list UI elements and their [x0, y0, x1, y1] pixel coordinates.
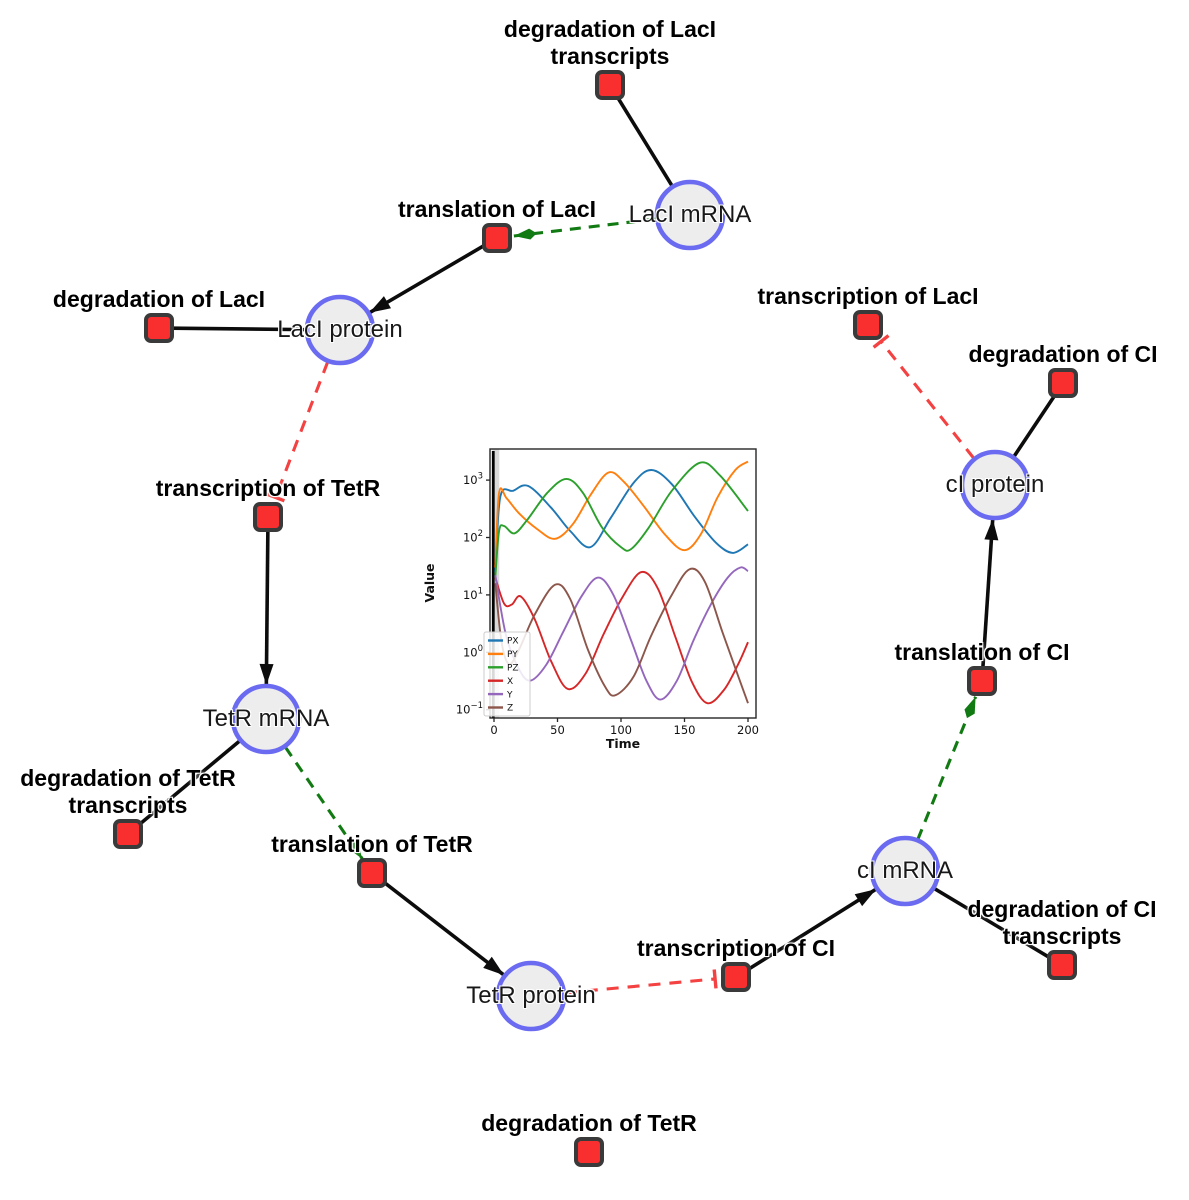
edge-tetr_protein-txn_ci [564, 969, 718, 995]
reaction-node-deg_laci_tx[interactable] [595, 70, 625, 100]
edge-ci_protein-deg_ci [1012, 392, 1058, 458]
edge-transl_tetr-tetr_protein [381, 879, 506, 977]
edge-laci_mrna-transl_laci [513, 217, 657, 240]
species-node-tetr_protein[interactable] [495, 960, 567, 1032]
edge-tetr_mrna-transl_tetr [284, 746, 364, 860]
reaction-node-deg_laci[interactable] [144, 313, 174, 343]
arrowhead-icon [483, 956, 505, 976]
reaction-node-transl_laci[interactable] [482, 223, 512, 253]
edge-transl_laci-laci_protein [368, 243, 487, 315]
species-node-laci_protein[interactable] [304, 294, 376, 366]
reaction-node-deg_tetr[interactable] [574, 1137, 604, 1167]
edge-ci_protein-txn_laci [872, 334, 976, 460]
species-node-laci_mrna[interactable] [654, 179, 726, 251]
reaction-node-deg_ci_tx[interactable] [1047, 950, 1077, 980]
reaction-node-deg_ci[interactable] [1048, 368, 1078, 398]
edge-transl_ci-ci_protein [981, 518, 999, 669]
edge-laci_protein-txn_tetr [266, 361, 330, 503]
inhibition-tbar-icon [266, 492, 286, 503]
activation-arrowhead-icon [964, 696, 976, 719]
edge-txn_ci-ci_mrna [746, 887, 878, 972]
species-node-ci_mrna[interactable] [869, 835, 941, 907]
arrowhead-icon [259, 663, 274, 686]
reaction-node-transl_tetr[interactable] [357, 858, 387, 888]
reaction-node-txn_tetr[interactable] [253, 502, 283, 532]
node-layer [113, 70, 1078, 1167]
edge-ci_mrna-transl_ci [916, 696, 978, 841]
edge-ci_mrna-deg_ci_tx [933, 886, 1052, 960]
reaction-node-txn_laci[interactable] [853, 310, 883, 340]
species-node-ci_protein[interactable] [959, 449, 1031, 521]
reaction-node-txn_ci[interactable] [721, 962, 751, 992]
reaction-node-deg_tetr_tx[interactable] [113, 819, 143, 849]
arrowhead-icon [854, 889, 877, 907]
edge-layer [136, 95, 1058, 995]
edge-deg_laci_tx-laci_mrna [615, 95, 674, 187]
edge-tetr_mrna-deg_tetr_tx [136, 739, 242, 828]
inhibition-tbar-icon [872, 334, 890, 349]
arrowhead-icon [984, 518, 999, 541]
arrowhead-icon [369, 296, 391, 313]
edge-deg_laci-laci_protein [171, 326, 307, 332]
edge-txn_tetr-tetr_mrna [259, 529, 274, 686]
species-node-tetr_mrna[interactable] [230, 683, 302, 755]
inhibition-tbar-icon [712, 969, 718, 989]
reaction-node-transl_ci[interactable] [967, 666, 997, 696]
activation-arrowhead-icon [348, 840, 363, 859]
activation-arrowhead-icon [513, 228, 537, 240]
